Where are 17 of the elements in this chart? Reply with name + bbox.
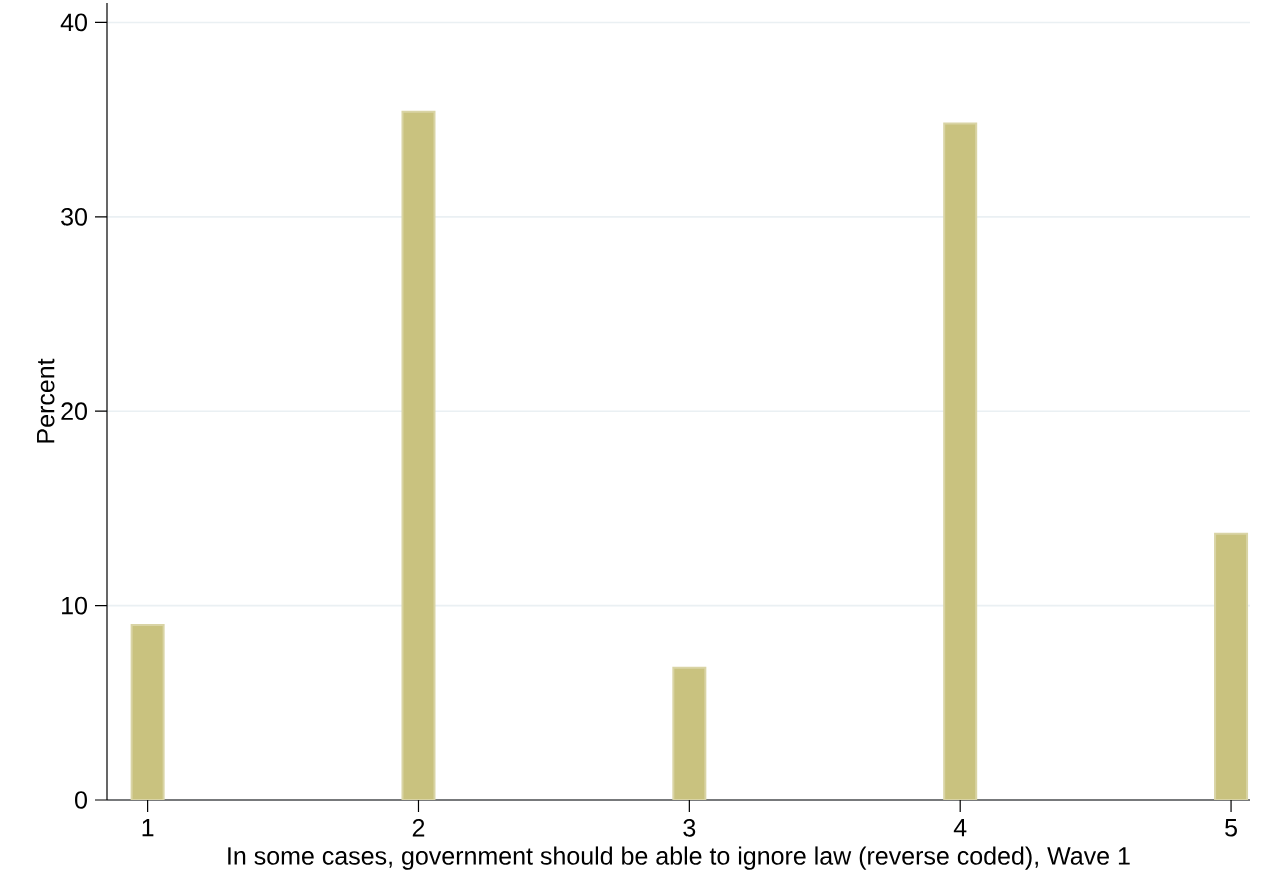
bar: [401, 110, 436, 800]
x-tick-label: 2: [412, 819, 425, 837]
y-tick-label: 0: [75, 791, 87, 809]
x-tick-label: 5: [1225, 819, 1237, 837]
y-axis-title: Percent: [37, 358, 55, 443]
bar: [1214, 532, 1249, 800]
x-axis-title: In some cases, government should be able to ignore law (reverse coded), Wave 1: [228, 846, 1130, 870]
y-tick-label: 30: [61, 207, 87, 226]
x-tick-label: 3: [683, 819, 696, 837]
x-tick-label: 1: [142, 819, 154, 837]
bar: [130, 624, 165, 800]
y-tick-label: 20: [61, 402, 87, 421]
bar: [672, 666, 707, 800]
y-tick-label: 40: [60, 13, 87, 32]
x-tick-label: 4: [953, 819, 967, 837]
y-tick-label: 10: [62, 596, 87, 615]
bar: [943, 122, 978, 800]
